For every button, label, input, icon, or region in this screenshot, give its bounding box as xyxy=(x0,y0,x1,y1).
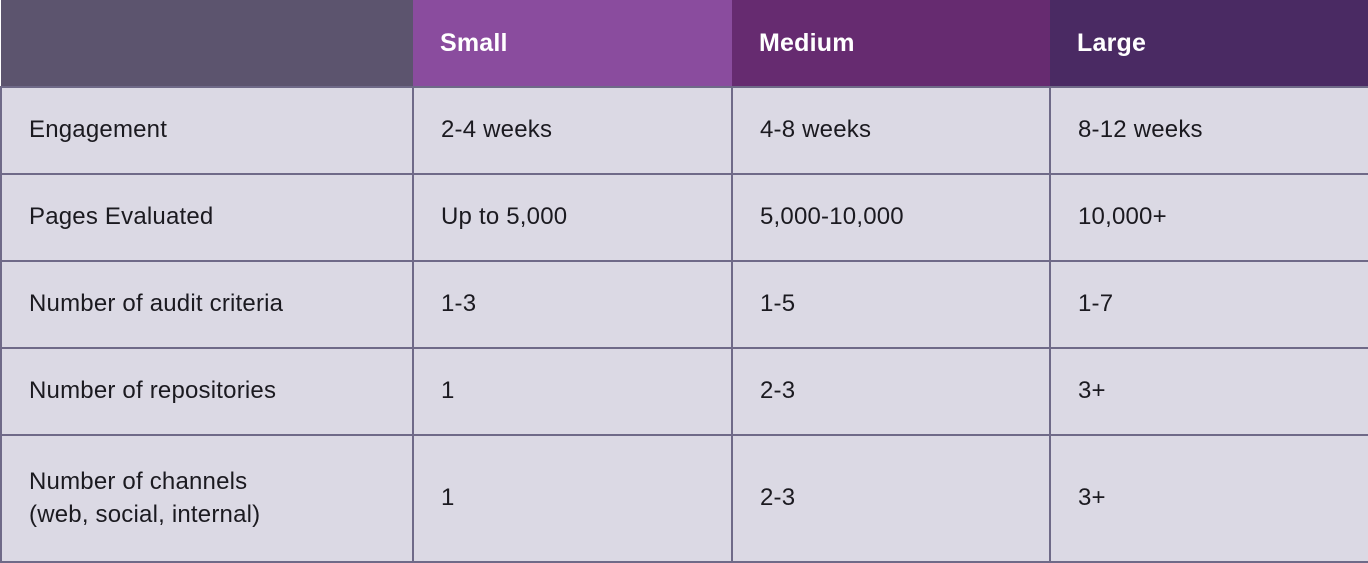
table-cell: Up to 5,000 xyxy=(412,173,733,262)
table-row-audit-criteria: Number of audit criteria 1-3 1-5 1-7 xyxy=(0,260,1368,349)
row-label: Pages Evaluated xyxy=(0,173,414,262)
table-row-engagement: Engagement 2-4 weeks 4-8 weeks 8-12 week… xyxy=(0,86,1368,175)
table-cell: 1-5 xyxy=(731,260,1051,349)
row-label: Number of audit criteria xyxy=(0,260,414,349)
table-cell: 1-7 xyxy=(1049,260,1368,349)
table-cell: 2-3 xyxy=(731,347,1051,436)
table-cell: 1 xyxy=(412,434,733,563)
column-header-blank xyxy=(1,0,413,87)
column-header-large: Large xyxy=(1050,0,1368,87)
table-cell: 3+ xyxy=(1049,434,1368,563)
table-cell: 8-12 weeks xyxy=(1049,86,1368,175)
table-cell: 2-3 xyxy=(731,434,1051,563)
column-header-small: Small xyxy=(413,0,732,87)
table-cell: 2-4 weeks xyxy=(412,86,733,175)
table-cell: 1-3 xyxy=(412,260,733,349)
row-label: Engagement xyxy=(0,86,414,175)
table-row-channels: Number of channels (web, social, interna… xyxy=(0,434,1368,563)
table-row-repositories: Number of repositories 1 2-3 3+ xyxy=(0,347,1368,436)
table-header-row: Small Medium Large xyxy=(1,0,1368,87)
table-cell: 4-8 weeks xyxy=(731,86,1051,175)
table-cell: 1 xyxy=(412,347,733,436)
row-label: Number of channels (web, social, interna… xyxy=(0,434,414,563)
table-row-pages-evaluated: Pages Evaluated Up to 5,000 5,000-10,000… xyxy=(0,173,1368,262)
column-header-medium: Medium xyxy=(732,0,1050,87)
table-cell: 5,000-10,000 xyxy=(731,173,1051,262)
table-cell: 10,000+ xyxy=(1049,173,1368,262)
table-cell: 3+ xyxy=(1049,347,1368,436)
row-label: Number of repositories xyxy=(0,347,414,436)
